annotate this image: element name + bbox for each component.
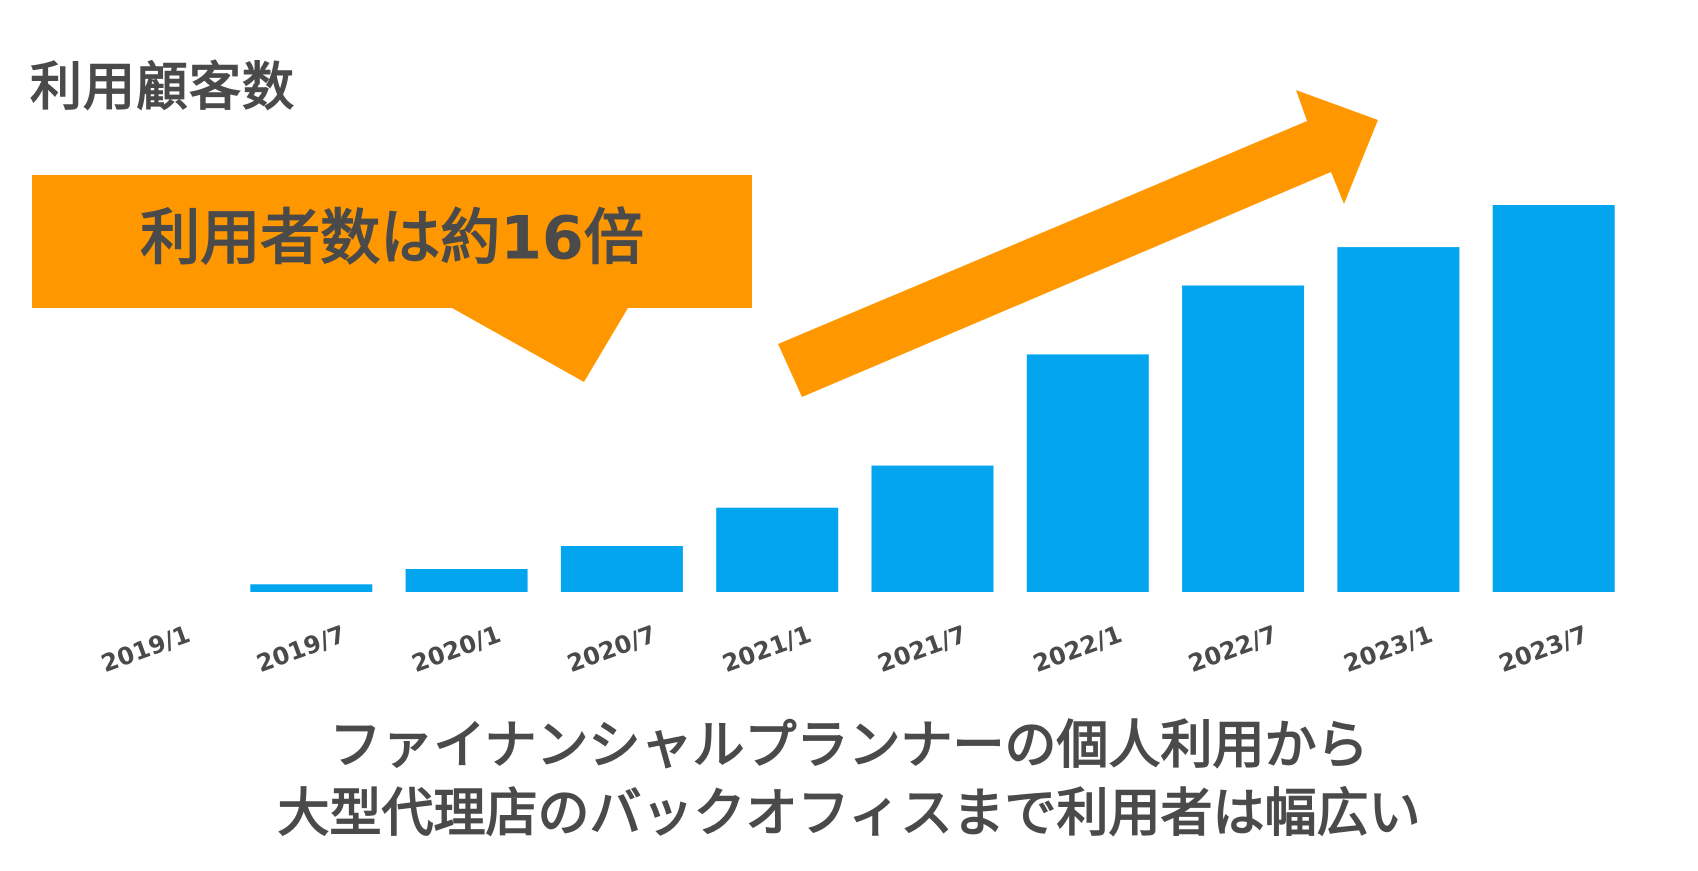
x-tick-labels: 2019/1 2019/7 2020/1 2020/7 2021/1 2021/7 2022…: [98, 620, 1592, 678]
bar-2019-7: [250, 584, 373, 592]
caption-line-2: 大型代理店のバックオフィスまで利用者は幅広い: [277, 784, 1421, 844]
x-tick-label: 2019/1: [98, 620, 194, 678]
bar-2020-7: [560, 546, 683, 592]
callout-text: 利用者数は約16倍: [140, 204, 644, 274]
x-tick-label: 2023/1: [1340, 620, 1436, 678]
x-tick-label: 2021/1: [719, 620, 815, 678]
footer-caption: ファイナンシャルプランナーの個人利用から 大型代理店のバックオフィスまで利用者は…: [0, 712, 1698, 848]
bar-2022-1: [1026, 354, 1149, 592]
x-tick-label: 2019/7: [253, 620, 349, 678]
x-tick-label: 2021/7: [874, 620, 970, 678]
bar-2022-7: [1182, 285, 1305, 592]
page-title: 利用顧客数: [30, 58, 296, 118]
x-tick-label: 2023/7: [1495, 620, 1591, 678]
bar-group: [250, 205, 1615, 592]
x-tick-label: 2022/1: [1029, 620, 1125, 678]
x-tick-label: 2022/7: [1185, 620, 1281, 678]
bar-2021-7: [871, 465, 994, 592]
growth-arrow-icon: [778, 90, 1378, 397]
bar-2023-1: [1337, 247, 1460, 592]
caption-line-1: ファイナンシャルプランナーの個人利用から: [329, 716, 1369, 776]
bar-2021-1: [716, 507, 839, 592]
x-tick-label: 2020/1: [408, 620, 504, 678]
x-tick-label: 2020/7: [563, 620, 659, 678]
bar-2023-7: [1492, 205, 1615, 592]
callout-box: 利用者数は約16倍: [32, 175, 752, 382]
bar-2020-1: [405, 569, 528, 592]
callout-shape: [32, 175, 752, 382]
